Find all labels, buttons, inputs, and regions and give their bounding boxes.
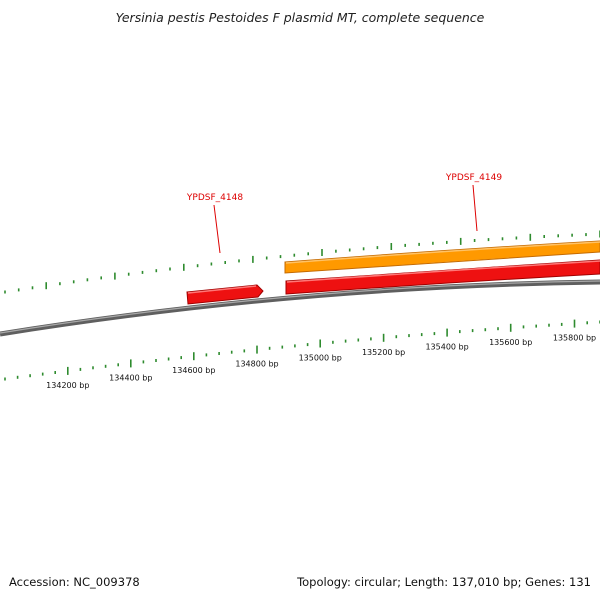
map-title: Yersinia pestis Pestoides F plasmid MT, … [115,10,485,25]
sequence-summary-text: Topology: circular; Length: 137,010 bp; … [297,575,591,589]
tick-label: 134600 bp [172,366,215,375]
tick-label: 134400 bp [109,373,152,382]
gene-features [186,240,600,305]
sequence-backbone [0,279,600,337]
gene-leader-line [472,184,478,232]
tick-label: 134800 bp [235,360,278,369]
gene-highlight [285,241,600,264]
accession-text: Accession: NC_009378 [9,575,140,589]
gene-label: YPDSF_4148 [186,193,243,203]
tick-label: 134200 bp [46,381,89,390]
gene-highlight [286,260,600,283]
tick-label: 135000 bp [299,354,342,363]
gene-highlight [187,285,257,294]
tick-label: 135200 bp [362,348,405,357]
gene-feature-reverse [285,259,600,295]
outer-tick-track: 134200 bp 134400 bp 134600 bp 134800 bp 1350… [4,319,600,390]
backbone-line [0,279,600,337]
backbone-highlight [0,280,600,334]
gene-feature-ypdsf-4148 [186,284,264,305]
gene-leader-line [213,204,221,254]
gene-feature-ypdsf-4149 [284,240,600,274]
gene-labels: YPDSF_4148 YPDSF_4149 [186,173,502,254]
tick-label: 135600 bp [489,338,532,347]
gene-label: YPDSF_4149 [445,173,502,183]
tick-label: 135400 bp [425,343,468,352]
tick-label: 135800 bp [553,334,596,343]
inner-tick-track [4,230,600,294]
